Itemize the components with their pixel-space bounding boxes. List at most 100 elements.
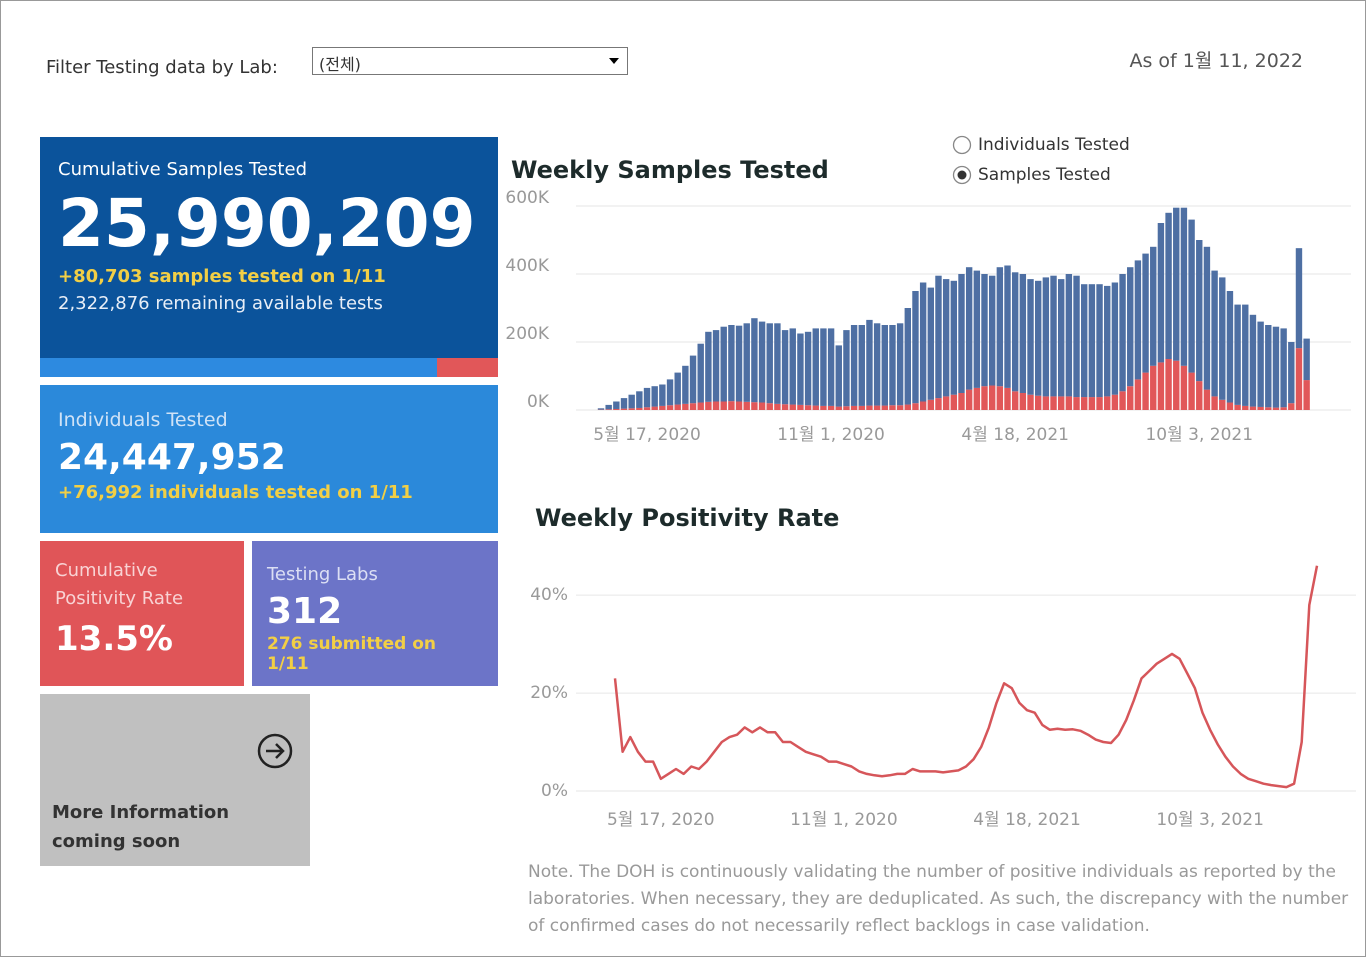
bar-segment bbox=[797, 404, 804, 410]
bar-segment bbox=[843, 406, 850, 410]
bar-segment bbox=[743, 323, 750, 402]
bar-segment bbox=[1226, 402, 1234, 410]
bar-segment bbox=[613, 408, 620, 410]
bar-segment bbox=[774, 403, 781, 410]
bar-segment bbox=[789, 328, 796, 405]
bar-segment bbox=[1081, 397, 1088, 410]
y-tick-label: 0K bbox=[527, 392, 550, 412]
y-tick-label: 600K bbox=[505, 188, 549, 208]
bar-segment bbox=[1111, 394, 1119, 410]
bar-segment bbox=[1058, 279, 1065, 397]
bar-segment bbox=[942, 396, 950, 410]
bar-segment bbox=[1303, 338, 1310, 381]
bar-segment bbox=[1288, 342, 1295, 404]
bar-segment bbox=[751, 318, 758, 403]
radio-option[interactable]: Samples Tested bbox=[952, 165, 1111, 185]
bar-segment bbox=[812, 328, 819, 406]
bar-segment bbox=[1157, 362, 1165, 410]
bar-segment bbox=[820, 328, 827, 406]
bar-segment bbox=[666, 405, 674, 410]
bar-segment bbox=[1242, 405, 1249, 410]
bar-segment bbox=[682, 403, 689, 410]
bar-segment bbox=[973, 387, 981, 410]
radio-ring bbox=[952, 135, 972, 155]
bar-segment bbox=[697, 343, 704, 403]
bar-segment bbox=[835, 345, 842, 407]
card-remaining: 2,322,876 remaining available tests bbox=[58, 293, 383, 314]
bar-segment bbox=[1226, 291, 1234, 403]
bar-segment bbox=[881, 325, 888, 406]
bar-segment bbox=[758, 402, 766, 410]
bar-segment bbox=[620, 398, 628, 409]
bar-segment bbox=[766, 403, 773, 410]
bar-segment bbox=[1196, 381, 1203, 410]
bar-segment bbox=[804, 331, 812, 406]
bar-segment bbox=[605, 409, 612, 410]
arrow-button[interactable] bbox=[256, 732, 294, 770]
bar-segment bbox=[1004, 387, 1011, 410]
y-tick-label: 200K bbox=[505, 324, 549, 344]
bar-segment bbox=[919, 401, 927, 410]
card-value: 25,990,209 bbox=[58, 185, 476, 262]
x-tick-label: 5월 17, 2020 bbox=[607, 810, 715, 830]
note: Note. The DOH is continuously validating… bbox=[528, 862, 1349, 936]
bar-segment bbox=[735, 401, 743, 410]
bar-segment bbox=[689, 403, 697, 410]
bar-segment bbox=[1127, 267, 1134, 387]
bar-segment bbox=[988, 385, 996, 410]
bar-segment bbox=[1073, 397, 1080, 410]
bar-segment bbox=[1265, 407, 1272, 410]
bar-segment bbox=[659, 405, 666, 410]
bar-segment bbox=[1096, 397, 1103, 410]
bar-segment bbox=[981, 274, 988, 387]
bar-segment bbox=[1173, 360, 1180, 410]
card-value: 24,447,952 bbox=[58, 437, 286, 478]
radio-option[interactable]: Individuals Tested bbox=[952, 135, 1130, 155]
bar-segment bbox=[812, 405, 819, 410]
bar-segment bbox=[1034, 280, 1042, 396]
bar-segment bbox=[689, 355, 697, 404]
bar-segment bbox=[659, 384, 666, 406]
bar-segment bbox=[958, 393, 965, 410]
bar-segment bbox=[804, 405, 812, 410]
bar-segment bbox=[682, 365, 689, 404]
bar-segment bbox=[597, 408, 605, 410]
card-title: Cumulative Positivity Rate bbox=[55, 560, 184, 609]
filter-label: Filter Testing data by Lab: bbox=[46, 57, 278, 78]
bar-segment bbox=[904, 404, 911, 410]
bar-segment bbox=[636, 391, 643, 408]
bar-segment bbox=[1173, 207, 1180, 361]
bar-segment bbox=[996, 386, 1004, 410]
bar-segment bbox=[1134, 260, 1142, 380]
bar-segment bbox=[1119, 274, 1126, 392]
positivity-card: Cumulative Positivity Rate 13.5% bbox=[40, 541, 244, 686]
bar-segment bbox=[781, 330, 789, 405]
x-tick-label: 11월 1, 2020 bbox=[777, 425, 885, 445]
bar-segment bbox=[705, 401, 712, 410]
bar-segment bbox=[942, 279, 950, 397]
bar-segment bbox=[1065, 396, 1073, 410]
bar-segment bbox=[1272, 326, 1280, 408]
bar-segment bbox=[1058, 396, 1065, 410]
bar-segment bbox=[1165, 212, 1172, 359]
x-tick-label: 4월 18, 2021 bbox=[973, 810, 1081, 830]
bar-segment bbox=[1288, 403, 1295, 410]
bar-segment bbox=[988, 275, 996, 386]
card-title: Testing Labs bbox=[267, 564, 378, 585]
dropdown-value: (전체) bbox=[319, 55, 361, 74]
bar-segment bbox=[858, 405, 865, 410]
lab-dropdown[interactable]: (전체) bbox=[312, 47, 628, 75]
bar-segment bbox=[1180, 365, 1188, 410]
bar-segment bbox=[728, 325, 735, 402]
bar-segment bbox=[1188, 219, 1195, 373]
bar-segment bbox=[1142, 253, 1149, 373]
card-value: 312 bbox=[267, 591, 343, 632]
bar-segment bbox=[1096, 284, 1103, 398]
bar-segment bbox=[651, 386, 658, 407]
radio-dot bbox=[957, 170, 967, 180]
bar-segment bbox=[735, 325, 743, 402]
bar-segment bbox=[1073, 275, 1080, 398]
radio-circle bbox=[952, 135, 972, 155]
bar-segment bbox=[643, 387, 651, 408]
